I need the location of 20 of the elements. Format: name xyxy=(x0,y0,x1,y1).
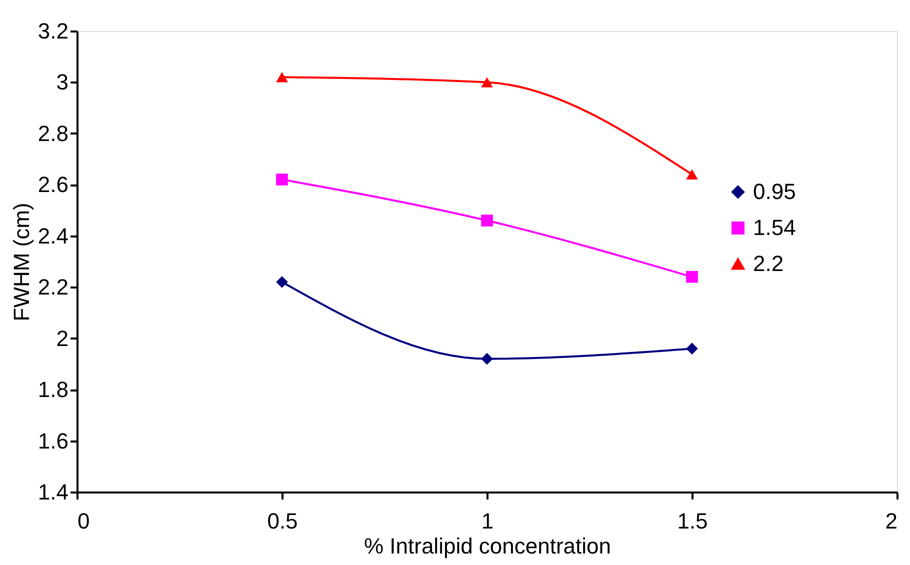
y-axis-title: FWHM (cm) xyxy=(8,202,34,322)
x-tick-label: 1 xyxy=(481,508,494,534)
x-tick-label: 1.5 xyxy=(677,508,708,534)
legend-label: 1.54 xyxy=(753,215,796,240)
y-tick-label: 2 xyxy=(56,326,68,351)
x-tick-label: 0.5 xyxy=(267,508,298,534)
y-tick-label: 1.8 xyxy=(38,377,68,402)
y-tick-label: 1.4 xyxy=(38,480,68,504)
x-tick-label: 0 xyxy=(78,508,90,534)
legend-label: 2.2 xyxy=(753,251,784,276)
y-tick-label: 2.2 xyxy=(38,274,68,300)
x-tick-label: 2 xyxy=(885,508,898,534)
y-tick-label: 2.6 xyxy=(38,172,68,198)
y-tick-label: 1.6 xyxy=(38,428,68,454)
legend-label: 0.95 xyxy=(753,179,796,204)
y-tick-label: 2.8 xyxy=(38,120,68,146)
y-tick-label: 2.4 xyxy=(38,223,68,248)
y-tick-label: 3.2 xyxy=(38,18,68,44)
x-axis-title: % Intralipid concentration xyxy=(364,534,612,558)
y-tick-label: 3 xyxy=(56,70,68,95)
